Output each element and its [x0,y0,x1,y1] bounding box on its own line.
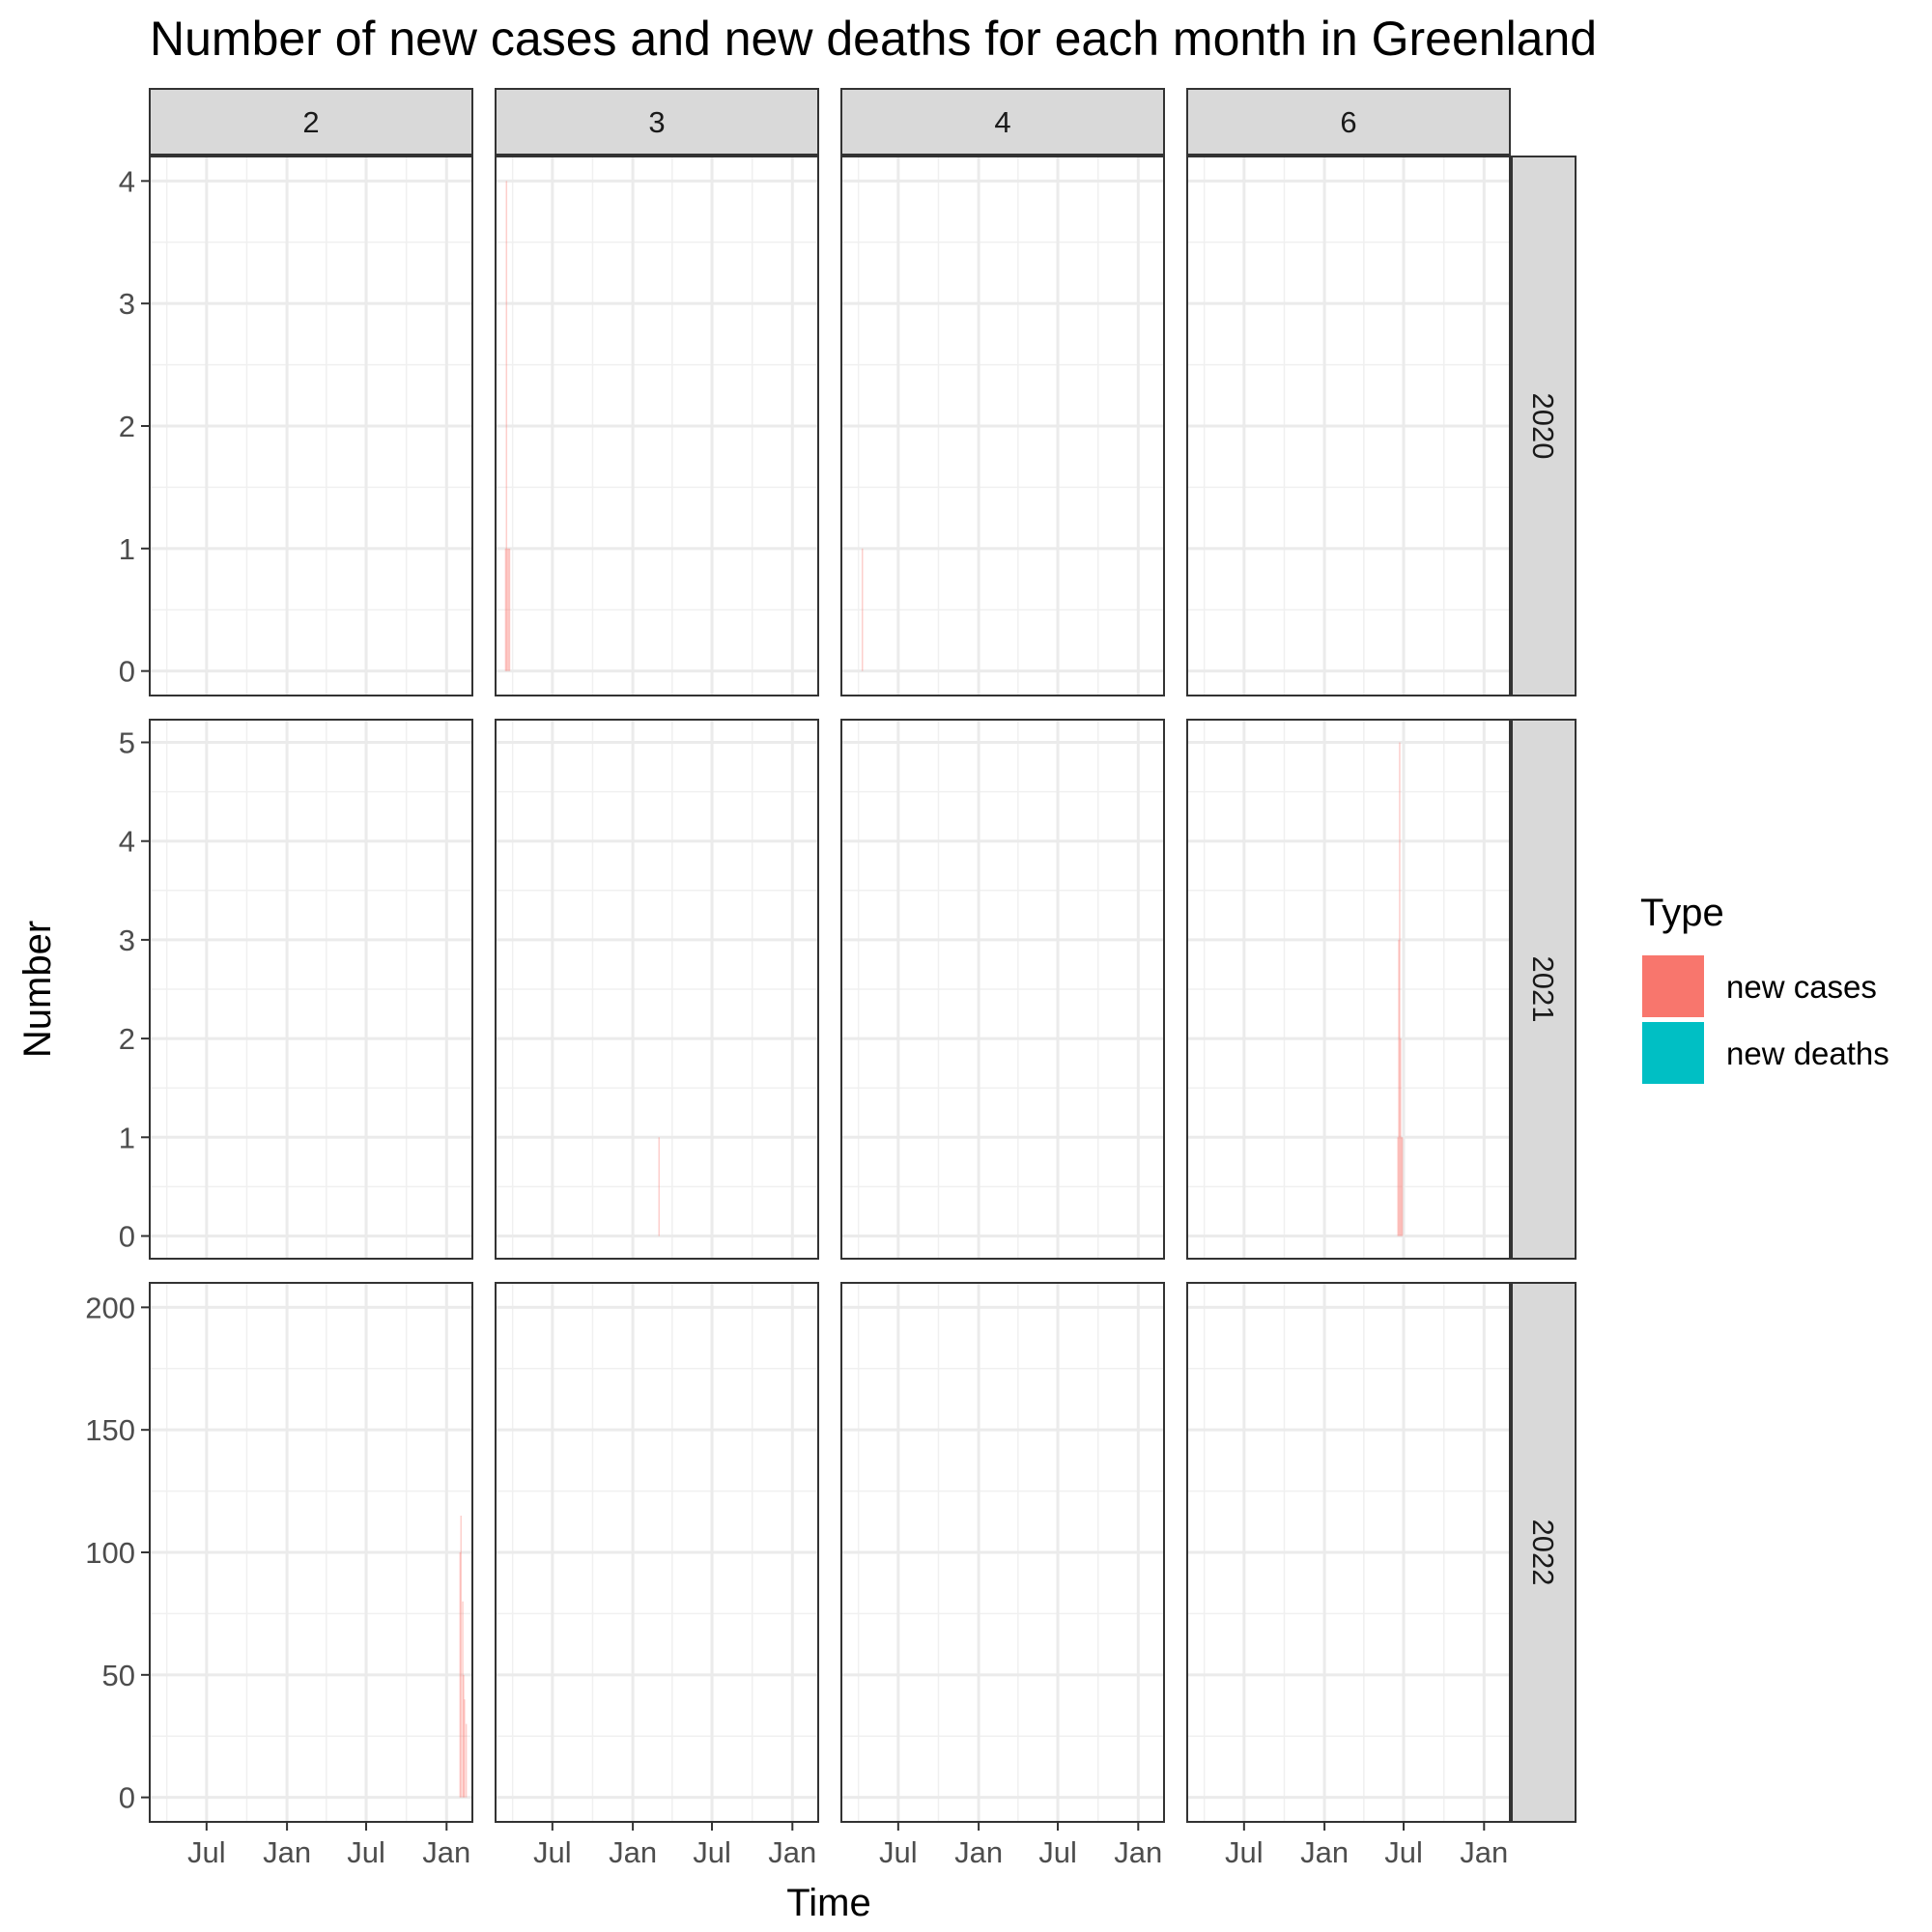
column-strip-2: 2 [149,88,473,156]
panel-6-2022 [1186,1282,1511,1823]
row-strip-label: 2020 [1526,393,1560,460]
row-strip-box [1511,719,1577,1260]
legend-item-new-cases: new cases [1642,955,1877,1017]
column-strip-label: 2 [302,105,319,139]
x-axis-2: Jul Jan Jul Jan [187,1822,470,1869]
panel-border [495,156,819,696]
row-strip-box [1511,156,1577,696]
y-tick-label: 3 [119,923,135,957]
x-tick-label: Jul [693,1835,731,1869]
panel-6-2021 [1186,719,1511,1260]
column-strip-6: 6 [1186,88,1511,156]
x-tick-label: Jan [1300,1835,1349,1869]
y-tick-label: 2 [119,1022,135,1056]
legend-label: new deaths [1726,1036,1889,1071]
legend: Type new cases new deaths [1640,892,1889,1084]
x-tick-label: Jan [422,1835,470,1869]
y-tick-label: 4 [119,164,135,198]
y-tick-label: 150 [85,1413,135,1447]
legend-keys: new cases new deaths [1642,955,1889,1084]
y-tick-label: 1 [119,1121,135,1154]
row-strip-2021: 2021 [1511,719,1577,1260]
column-strip-label: 6 [1340,105,1356,139]
panel-border [495,1282,819,1823]
column-strip-label: 4 [994,105,1010,139]
panel-3-2021 [495,719,819,1260]
x-tick-label: Jul [1038,1835,1077,1869]
panel-border [149,719,473,1260]
y-tick-label: 5 [119,726,135,760]
column-strip-3: 3 [495,88,819,156]
panel-6-2020 [1186,156,1511,696]
panel-border [1186,1282,1511,1823]
panel-2-2020 [149,156,473,696]
chart-title: Number of new cases and new deaths for e… [150,12,1597,66]
column-strip-box [149,88,473,156]
x-tick-label: Jul [879,1835,918,1869]
x-tick-label: Jan [1460,1835,1508,1869]
row-strip-2020: 2020 [1511,156,1577,696]
row-strip-2022: 2022 [1511,1282,1577,1823]
panel-4-2022 [840,1282,1165,1823]
panel-4-2021 [840,719,1165,1260]
legend-swatch [1642,1022,1704,1084]
legend-swatch [1642,955,1704,1017]
y-tick-label: 4 [119,825,135,859]
column-strip-box [1186,88,1511,156]
x-axis-6: Jul Jan Jul Jan [1225,1822,1508,1869]
column-strip-label: 3 [648,105,665,139]
panel-3-2020 [495,156,819,696]
y-tick-label: 50 [102,1659,135,1692]
panel-border [149,1282,473,1823]
y-tick-label: 1 [119,532,135,566]
panel-4-2020 [840,156,1165,696]
legend-label: new cases [1726,969,1877,1005]
y-tick-label: 2 [119,410,135,443]
panel-2-2022 [149,1282,473,1823]
x-tick-label: Jan [1114,1835,1162,1869]
row-strip-label: 2022 [1526,1520,1560,1586]
y-axis-title: Number [16,921,59,1058]
x-tick-label: Jul [1225,1835,1264,1869]
row-strip-label: 2021 [1526,956,1560,1023]
y-tick-label: 200 [85,1291,135,1324]
panel-2-2021 [149,719,473,1260]
x-tick-label: Jul [1384,1835,1423,1869]
column-strip-4: 4 [840,88,1165,156]
x-tick-label: Jan [609,1835,657,1869]
y-tick-label: 100 [85,1536,135,1570]
panel-border [1186,719,1511,1260]
row-strip-box [1511,1282,1577,1823]
x-tick-label: Jan [768,1835,816,1869]
x-tick-label: Jul [347,1835,385,1869]
panel-border [1186,156,1511,696]
x-tick-label: Jul [533,1835,572,1869]
x-axis-4: Jul Jan Jul Jan [879,1822,1162,1869]
legend-title: Type [1640,892,1724,934]
x-axis-title: Time [786,1882,870,1924]
x-tick-label: Jan [954,1835,1003,1869]
y-tick-label: 0 [119,1219,135,1253]
y-tick-label: 0 [119,1781,135,1815]
facet-grid: 2 3 4 6 2020 0 1 2 3 4 2021 0 1 2 3 4 5 2022 0 50 100 150 200 J… [85,88,1577,1869]
panel-border [149,156,473,696]
column-strip-box [840,88,1165,156]
legend-item-new-deaths: new deaths [1642,1022,1889,1084]
y-axis-2022: 0 50 100 150 200 [85,1291,150,1815]
y-tick-label: 3 [119,287,135,321]
y-axis-2020: 0 1 2 3 4 [119,164,150,689]
panel-3-2022 [495,1282,819,1823]
panel-border [840,156,1165,696]
x-axis-3: Jul Jan Jul Jan [533,1822,816,1869]
x-tick-label: Jul [187,1835,226,1869]
y-tick-label: 0 [119,655,135,689]
x-tick-label: Jan [263,1835,311,1869]
column-strip-box [495,88,819,156]
panel-border [840,719,1165,1260]
panel-border [495,719,819,1260]
y-axis-2021: 0 1 2 3 4 5 [119,726,150,1253]
panel-border [840,1282,1165,1823]
